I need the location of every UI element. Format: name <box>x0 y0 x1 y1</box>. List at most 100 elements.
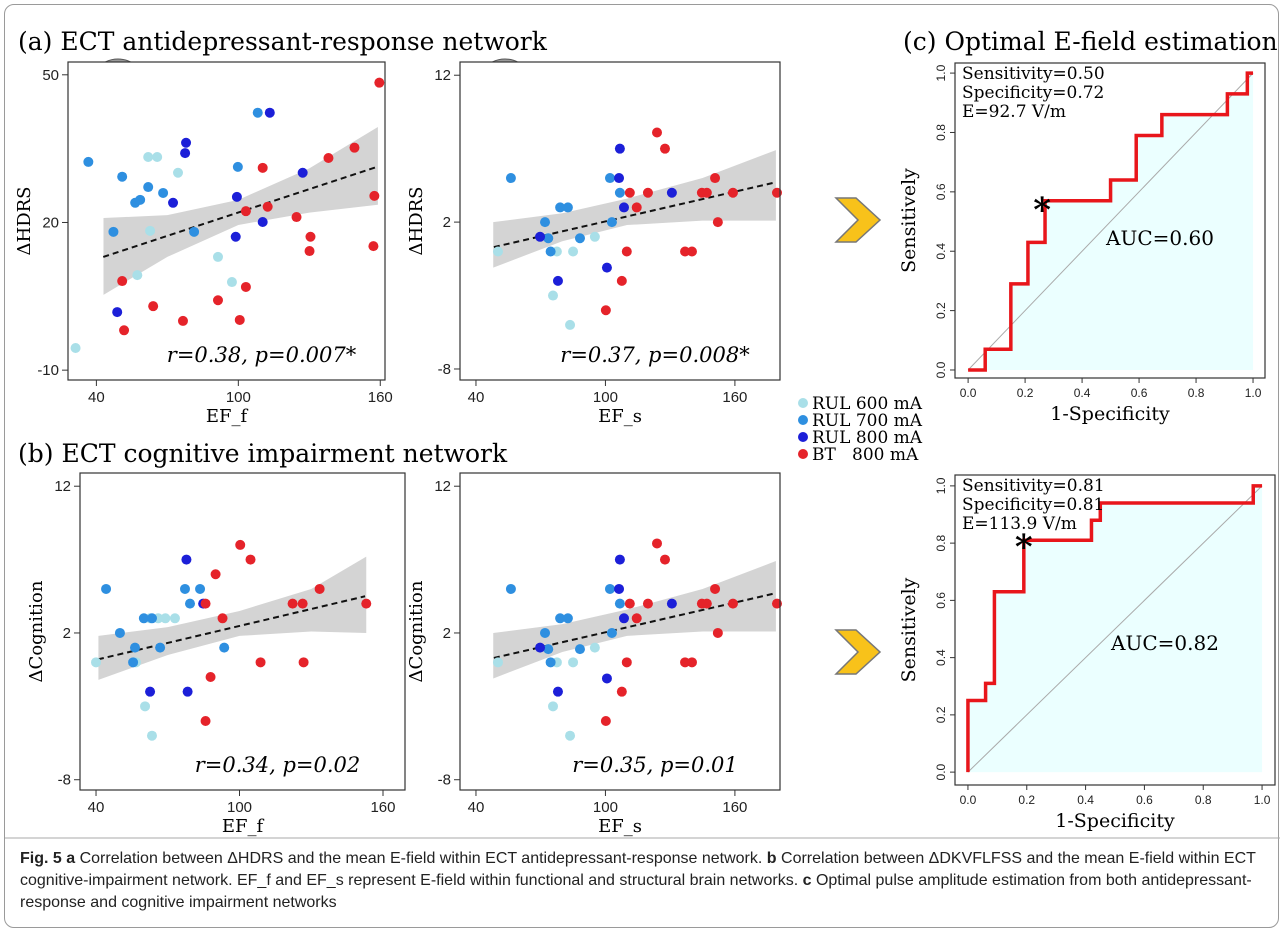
section-title: (a) ECT antidepressant-response network <box>18 27 548 56</box>
data-point <box>297 167 308 178</box>
x-tick-label: 40 <box>88 389 105 406</box>
data-point <box>369 190 380 201</box>
data-point <box>219 642 230 653</box>
data-point <box>210 569 221 580</box>
data-point <box>727 598 738 609</box>
x-tick-label: 40 <box>468 799 485 816</box>
data-point <box>128 657 139 668</box>
data-point <box>492 657 503 668</box>
data-point <box>712 217 723 228</box>
x-axis-label: EF_s <box>598 816 642 837</box>
data-point <box>305 231 316 242</box>
data-point <box>297 598 308 609</box>
roc-curve <box>968 71 1254 372</box>
roc-annotation: Sensitivity=0.81 <box>962 476 1105 496</box>
data-point <box>114 627 125 638</box>
x-tick-label: 1.0 <box>1245 386 1262 400</box>
caption: Fig. 5 a Correlation between ΔHDRS and t… <box>20 848 1260 914</box>
legend-label: RUL 600 mA <box>812 394 923 414</box>
x-tick-label: 100 <box>226 389 251 406</box>
data-point <box>631 202 642 213</box>
data-point <box>240 206 251 217</box>
data-point <box>83 156 94 167</box>
data-point <box>666 598 677 609</box>
data-point <box>535 231 546 242</box>
section-title: (c) Optimal E-field estimation <box>903 27 1278 56</box>
y-tick-label: 50 <box>42 67 59 84</box>
data-point <box>589 642 600 653</box>
data-point <box>298 657 309 668</box>
x-tick-label: 0.0 <box>960 793 977 807</box>
caption-key: b <box>766 850 777 867</box>
data-point <box>631 613 642 624</box>
section-title: (b) ECT cognitive impairment network <box>18 439 508 468</box>
caption-label: Fig. 5 <box>20 850 62 867</box>
data-point <box>245 554 256 565</box>
data-point <box>226 277 237 288</box>
roc-annotation: Sensitivity=0.50 <box>962 64 1105 84</box>
data-point <box>180 148 191 159</box>
y-tick-label: -8 <box>438 361 451 378</box>
plot-frame <box>954 474 1276 786</box>
data-point <box>195 583 206 594</box>
data-point <box>604 583 615 594</box>
x-tick-label: 40 <box>88 799 105 816</box>
y-axis-label: ΔHDRS <box>406 186 427 255</box>
data-point <box>205 671 216 682</box>
data-point <box>146 730 157 741</box>
data-point <box>606 217 617 228</box>
roc-annotation: E=92.7 V/m <box>962 102 1066 122</box>
legend-swatch <box>798 449 808 459</box>
y-tick-label: 2 <box>63 625 71 642</box>
data-point <box>160 613 171 624</box>
data-point <box>374 77 385 88</box>
plot-frame <box>67 61 386 381</box>
arrow <box>834 197 882 243</box>
data-point <box>618 613 629 624</box>
data-point <box>652 127 663 138</box>
data-point <box>600 716 611 727</box>
data-point <box>252 107 263 118</box>
auc-label: AUC=0.60 <box>1105 226 1214 250</box>
optimal-marker: * <box>1015 527 1033 567</box>
x-tick-label: 160 <box>722 389 747 406</box>
data-point <box>145 686 156 697</box>
auc-label: AUC=0.82 <box>1110 631 1219 655</box>
caption-text: Correlation between ΔDKVFLFSS and the me… <box>20 850 1256 889</box>
data-point <box>568 246 579 257</box>
data-point <box>614 598 625 609</box>
data-point <box>642 187 653 198</box>
data-point <box>185 598 196 609</box>
data-point <box>200 716 211 727</box>
x-tick-label: 100 <box>593 389 618 406</box>
data-point <box>548 290 559 301</box>
data-point <box>230 231 241 242</box>
data-point <box>535 642 546 653</box>
x-tick-label: 0.0 <box>960 386 977 400</box>
caption-text: Correlation between ΔHDRS and the mean E… <box>79 850 763 867</box>
diagonal <box>967 72 1254 371</box>
y-tick-label: 1.0 <box>934 477 948 494</box>
confidence-band <box>98 556 367 680</box>
data-point <box>492 246 503 257</box>
y-tick-label: 0.2 <box>934 302 948 319</box>
data-point <box>143 152 154 163</box>
trend-line <box>102 165 378 258</box>
data-point <box>257 216 268 227</box>
legend-label: RUL 800 mA <box>812 428 923 448</box>
x-tick-label: 0.8 <box>1188 386 1205 400</box>
roc-annotation: Specificity=0.81 <box>962 495 1104 515</box>
data-point <box>543 644 554 655</box>
x-tick-label: 100 <box>593 799 618 816</box>
data-point <box>152 152 163 163</box>
y-tick-label: 2 <box>443 625 451 642</box>
y-axis-label: ΔCognition <box>26 580 47 682</box>
data-point <box>264 107 275 118</box>
data-point <box>540 217 551 228</box>
y-tick-label: 0.6 <box>934 183 948 200</box>
data-point <box>562 613 573 624</box>
y-tick-label: -8 <box>438 772 451 789</box>
data-point <box>601 673 612 684</box>
data-point <box>616 686 627 697</box>
caption-key: a <box>66 850 76 867</box>
